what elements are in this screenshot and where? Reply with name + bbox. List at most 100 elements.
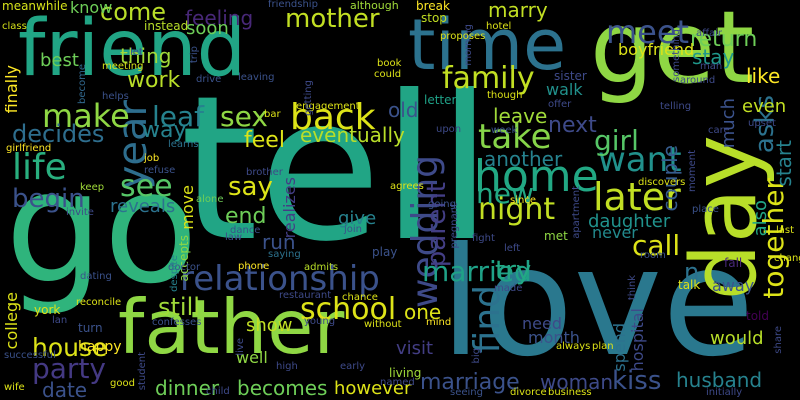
word-sex: sex [220, 100, 268, 133]
word-family: family [442, 61, 535, 96]
word-talk: talk [678, 278, 701, 292]
word-good: good [110, 378, 135, 389]
word-york: york [34, 303, 61, 317]
word-upset: upset [748, 118, 776, 129]
word-start: start [772, 140, 796, 187]
word-try: try [495, 256, 532, 286]
word-saying: saying [268, 249, 301, 260]
word-made: made [494, 283, 523, 294]
word-left: left [504, 243, 521, 254]
word-end: end [225, 204, 267, 229]
word-learns: learns [168, 139, 199, 150]
word-break: break [416, 0, 450, 13]
word-mind: mind [426, 317, 452, 328]
word-like: like [746, 64, 781, 88]
word-best: best [40, 50, 79, 71]
word-book: book [377, 58, 402, 69]
word-know: know [70, 0, 113, 17]
word-join: join [344, 224, 363, 235]
word-together: together [757, 178, 790, 299]
word-place: place [692, 204, 719, 215]
word-call: call [632, 229, 681, 262]
word-agrees: agrees [390, 181, 424, 192]
word-play: play [372, 245, 398, 259]
word-give: give [338, 208, 377, 229]
word-class: class [2, 21, 27, 32]
word-mother: mother [285, 4, 380, 34]
word-happy: happy [78, 339, 122, 355]
word-friend: friend [18, 4, 247, 94]
word-meeting: meeting [102, 61, 144, 72]
word-law: law [225, 232, 243, 243]
word-get: get [590, 0, 755, 106]
word-n: n [684, 258, 700, 286]
word-take: take [478, 117, 552, 157]
word-telling: telling [660, 101, 692, 112]
word-school: school [300, 292, 397, 327]
word-job: job [144, 153, 160, 164]
word-another: another [484, 147, 563, 171]
word-new: new [476, 177, 534, 210]
word-room: room [640, 250, 666, 261]
word-alone: alone [196, 194, 224, 205]
word-daughter: daughter [588, 211, 671, 232]
word-living: living [389, 366, 422, 380]
word-doctor: doctor [168, 262, 201, 273]
word-something: something [671, 29, 682, 82]
word-girlfriend: girlfriend [6, 143, 52, 154]
word-leaving: leaving [238, 72, 275, 83]
word-much: much [718, 98, 739, 149]
word-soon: soon [186, 18, 229, 39]
word-admits: admits [304, 262, 339, 273]
word-engagement: engagement [296, 101, 360, 112]
word-think: think [627, 275, 638, 301]
word-relationship: relationship [180, 259, 380, 299]
word-brother: brother [246, 167, 283, 178]
word-girl: girl [594, 124, 639, 157]
word-husband: husband [676, 368, 763, 392]
word-wife: wife [4, 382, 25, 393]
word-one: one [404, 300, 442, 324]
word-later: later [593, 175, 681, 219]
word-plan: plan [592, 341, 614, 352]
word-although: although [350, 0, 399, 12]
word-love: love [440, 216, 755, 390]
word-met: met [544, 229, 568, 243]
word-home: home [474, 151, 599, 202]
word-going: going [428, 199, 456, 210]
word-visit: visit [396, 338, 434, 359]
word-seeing: seeing [450, 387, 483, 398]
word-early: early [340, 361, 366, 372]
word-life: life [12, 147, 67, 188]
word-meet: meet [606, 13, 690, 51]
word-hospital: hospital [628, 308, 647, 372]
word-marry: marry [488, 0, 548, 22]
word-proposes: proposes [440, 31, 486, 42]
word-week: week [491, 125, 518, 136]
word-dance: dance [230, 225, 261, 236]
word-father: father [118, 283, 345, 371]
word-letter: letter [424, 93, 457, 107]
word-affair: affair [696, 28, 723, 39]
word-sister: sister [554, 69, 587, 83]
word-moment: moment [687, 150, 698, 193]
word-boyfriend: boyfriend [618, 40, 695, 59]
word-leaf: leaf [152, 100, 205, 133]
word-discovers: discovers [638, 177, 686, 188]
word-never: never [592, 223, 638, 242]
word-upon: upon [436, 124, 462, 135]
word-despite: despite [169, 255, 180, 292]
word-meanwhile: meanwhile [2, 0, 68, 13]
word-marriage: marriage [420, 370, 520, 395]
word-told: told [746, 309, 769, 323]
word-begin: begin [12, 184, 85, 214]
word-invite: invite [66, 207, 94, 218]
word-stay: stay [692, 45, 735, 69]
word-tell: tell [180, 53, 493, 286]
word-dinner: dinner [155, 376, 220, 400]
word-show: show [246, 315, 293, 336]
word-last: last [776, 225, 795, 236]
word-fall: fall [724, 256, 743, 270]
word-find: find [467, 285, 508, 354]
word-realizes: realizes [280, 177, 299, 239]
